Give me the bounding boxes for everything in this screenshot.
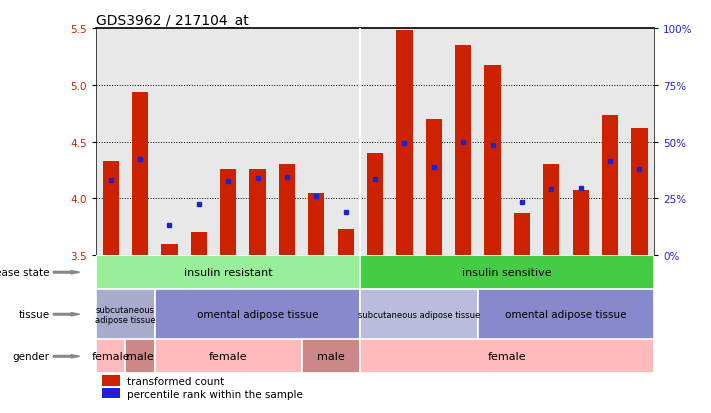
Text: gender: gender [13, 351, 50, 361]
Bar [96, 256, 360, 290]
Text: subcutaneous
adipose tissue: subcutaneous adipose tissue [95, 305, 156, 324]
Bar [279, 165, 295, 256]
Text: disease state: disease state [0, 268, 50, 278]
Text: female: female [91, 351, 130, 361]
Text: percentile rank within the sample: percentile rank within the sample [127, 389, 303, 399]
Bar [309, 193, 324, 256]
Bar [338, 230, 354, 256]
Bar [367, 154, 383, 256]
Bar [250, 169, 266, 256]
Bar [220, 169, 236, 256]
Bar [102, 388, 120, 399]
Bar [132, 93, 148, 256]
Text: female: female [209, 351, 247, 361]
Bar [478, 290, 654, 339]
Bar [426, 120, 442, 256]
Bar [155, 339, 301, 373]
Bar [602, 116, 618, 256]
Bar [572, 191, 589, 256]
Bar [155, 290, 360, 339]
Bar [360, 256, 654, 290]
Bar [96, 339, 125, 373]
Text: omental adipose tissue: omental adipose tissue [506, 309, 626, 320]
Bar [543, 165, 560, 256]
Text: insulin sensitive: insulin sensitive [462, 268, 552, 278]
Bar [191, 233, 207, 256]
Bar [125, 339, 155, 373]
Bar [96, 290, 155, 339]
Text: transformed count: transformed count [127, 376, 224, 386]
Bar [514, 214, 530, 256]
Text: male: male [126, 351, 154, 361]
Bar [360, 339, 654, 373]
Text: insulin resistant: insulin resistant [184, 268, 272, 278]
Text: omental adipose tissue: omental adipose tissue [197, 309, 319, 320]
Text: female: female [488, 351, 527, 361]
Bar [396, 31, 412, 256]
Text: tissue: tissue [18, 309, 50, 320]
Text: subcutaneous adipose tissue: subcutaneous adipose tissue [358, 310, 480, 319]
Bar [301, 339, 360, 373]
Text: male: male [317, 351, 345, 361]
Bar [455, 46, 471, 256]
Bar [360, 290, 478, 339]
Bar [102, 375, 120, 386]
Bar [102, 161, 119, 256]
Text: GDS3962 / 217104_at: GDS3962 / 217104_at [96, 14, 249, 28]
Bar [161, 244, 178, 256]
Bar [631, 128, 648, 256]
Bar [484, 66, 501, 256]
